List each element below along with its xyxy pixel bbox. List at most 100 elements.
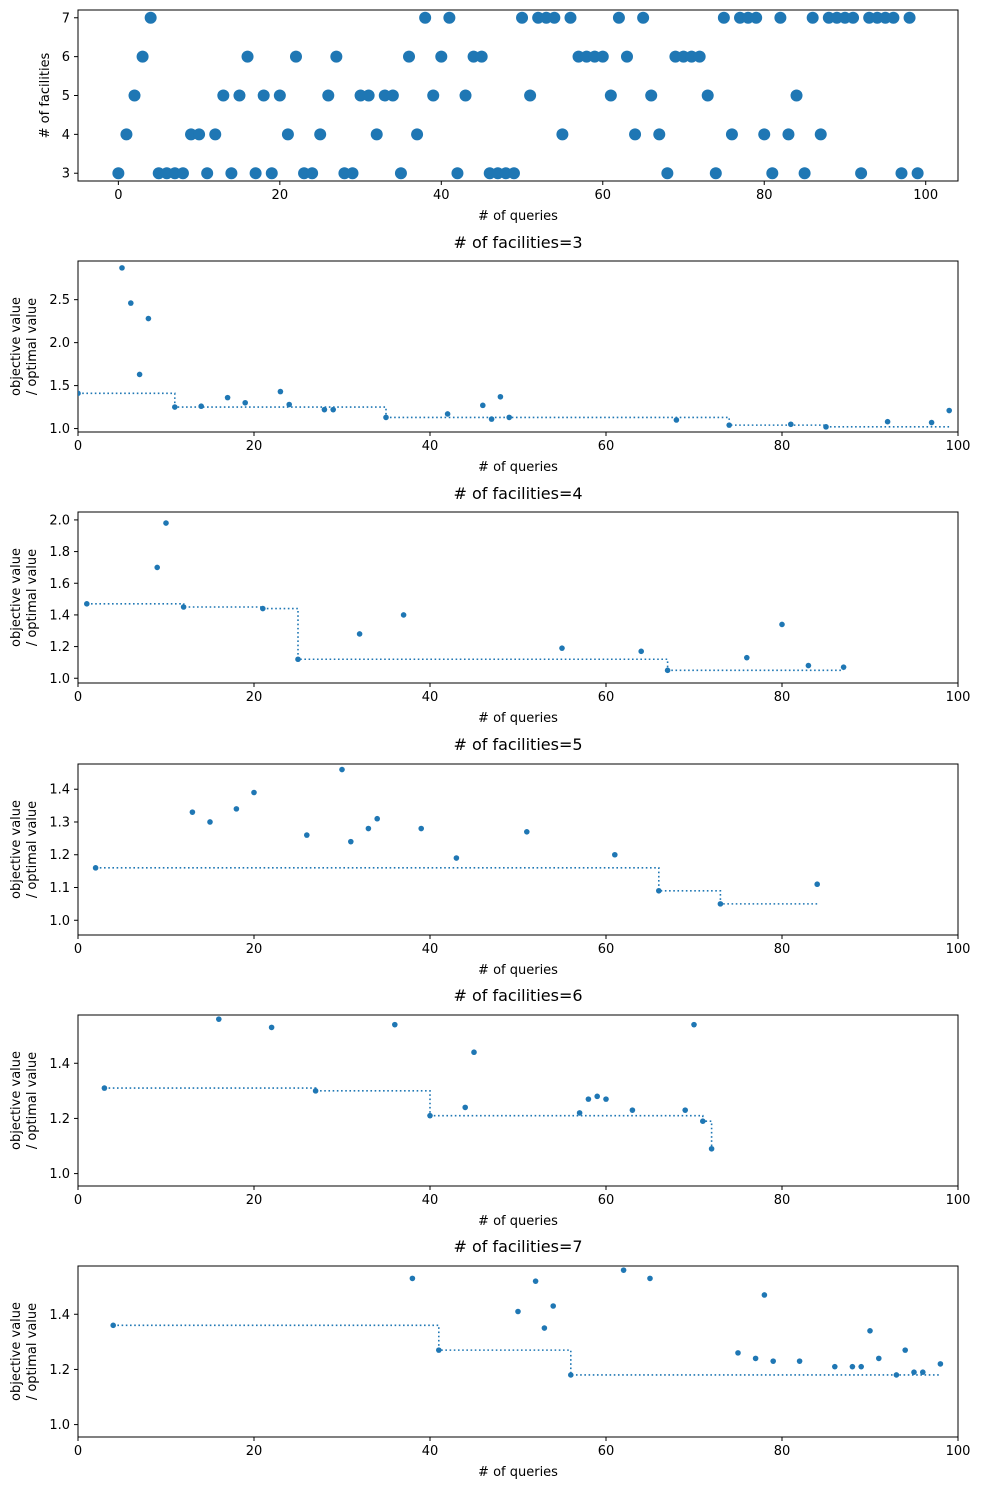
data-point: [273, 89, 286, 102]
data-point: [136, 371, 143, 378]
data-point: [163, 520, 169, 526]
x-tick-label: 60: [598, 439, 615, 454]
data-point: [596, 50, 609, 63]
data-point: [436, 1347, 442, 1353]
y-tick-label: 1.2: [49, 1112, 70, 1127]
x-tick-label: 100: [946, 690, 971, 705]
data-point: [796, 1358, 803, 1364]
data-point: [645, 89, 658, 102]
panel-3: # of facilities=4 0 20 40 60 80 100 1.0 1.2 1.4 1.…: [9, 484, 970, 726]
x-tick-label: 0: [114, 188, 122, 203]
best-so-far-line: [95, 867, 818, 905]
x-tick-label: 80: [774, 439, 791, 454]
data-point: [322, 89, 335, 102]
data-point: [814, 881, 820, 888]
data-point: [453, 855, 460, 861]
y-axis-label: / optimal value: [25, 1052, 40, 1149]
data-point: [700, 1118, 706, 1124]
data-point: [216, 1016, 222, 1022]
data-point: [475, 50, 488, 63]
data-point: [128, 300, 134, 306]
y-axis-label: objective value: [9, 297, 24, 396]
data-point: [653, 128, 666, 141]
data-point: [217, 89, 230, 102]
x-axis-label: # of queries: [478, 1214, 558, 1229]
data-point: [110, 1322, 116, 1329]
x-tick-label: 60: [594, 188, 611, 203]
y-tick-label: 1.2: [49, 640, 70, 655]
data-point: [112, 167, 125, 180]
y-axis-label: objective value: [9, 1051, 24, 1150]
x-tick-label: 40: [422, 439, 439, 454]
data-point: [225, 167, 238, 180]
data-point: [233, 89, 246, 102]
data-point: [506, 414, 512, 421]
data-point: [242, 399, 248, 406]
data-point: [556, 128, 569, 141]
data-point: [180, 604, 187, 610]
data-point: [346, 167, 359, 180]
data-layer: [110, 1267, 944, 1378]
y-tick-label: 1.0: [49, 672, 70, 687]
x-tick-label: 80: [774, 690, 791, 705]
data-point: [306, 167, 319, 180]
data-point: [766, 167, 779, 180]
y-axis-label: / optimal value: [25, 1303, 40, 1400]
data-layer: [84, 520, 847, 674]
y-tick-label: 1.8: [49, 545, 70, 560]
data-point: [709, 167, 722, 180]
data-point: [823, 424, 829, 430]
best-so-far-line: [113, 1324, 941, 1376]
data-point: [564, 11, 577, 24]
data-point: [92, 865, 99, 871]
data-point: [314, 128, 327, 141]
data-point: [876, 1355, 882, 1362]
data-point: [172, 404, 178, 410]
data-point: [550, 1303, 556, 1309]
data-point: [241, 50, 254, 63]
data-layer: [101, 1016, 715, 1152]
data-point: [629, 128, 642, 141]
y-tick-label: 6: [62, 50, 70, 65]
data-point: [779, 621, 785, 628]
y-tick-label: 1.6: [49, 577, 70, 592]
y-tick-label: 1.4: [49, 608, 70, 623]
data-point: [198, 403, 204, 410]
data-point: [903, 11, 916, 24]
x-tick-label: 0: [74, 690, 82, 705]
data-point: [603, 1096, 609, 1102]
data-point: [268, 1024, 275, 1031]
data-point: [790, 89, 803, 102]
y-tick-label: 1.0: [49, 1167, 70, 1182]
best-so-far-line: [86, 603, 844, 672]
data-point: [386, 89, 399, 102]
data-point: [673, 417, 680, 423]
data-point: [911, 1369, 917, 1375]
y-tick-label: 1.2: [49, 848, 70, 863]
panel-2: # of facilities=3 0 20 40 60 80 100 1.0 1.5 2.0 2.…: [9, 233, 970, 475]
x-tick-label: 20: [246, 1193, 263, 1208]
plot-title: # of facilities=6: [453, 986, 582, 1005]
y-tick-label: 5: [62, 89, 70, 104]
y-tick-label: 2.0: [49, 336, 70, 351]
y-tick-label: 1.0: [49, 914, 70, 929]
plot-frame: [77, 763, 959, 936]
plot-frame: [77, 1265, 959, 1438]
data-point: [946, 407, 952, 414]
data-point: [304, 832, 310, 838]
x-tick-label: 40: [433, 188, 450, 203]
data-point: [847, 11, 860, 24]
data-point: [656, 887, 662, 894]
data-point: [136, 50, 149, 63]
x-tick-label: 100: [913, 188, 938, 203]
data-point: [814, 128, 827, 141]
y-tick-label: 1.4: [49, 783, 70, 798]
data-point: [717, 11, 730, 24]
data-point: [356, 631, 363, 637]
data-point: [365, 825, 372, 832]
x-tick-label: 20: [246, 942, 263, 957]
data-point: [858, 1363, 864, 1370]
x-axis-label: # of queries: [478, 711, 558, 726]
data-point: [725, 128, 738, 141]
data-point: [281, 128, 294, 141]
